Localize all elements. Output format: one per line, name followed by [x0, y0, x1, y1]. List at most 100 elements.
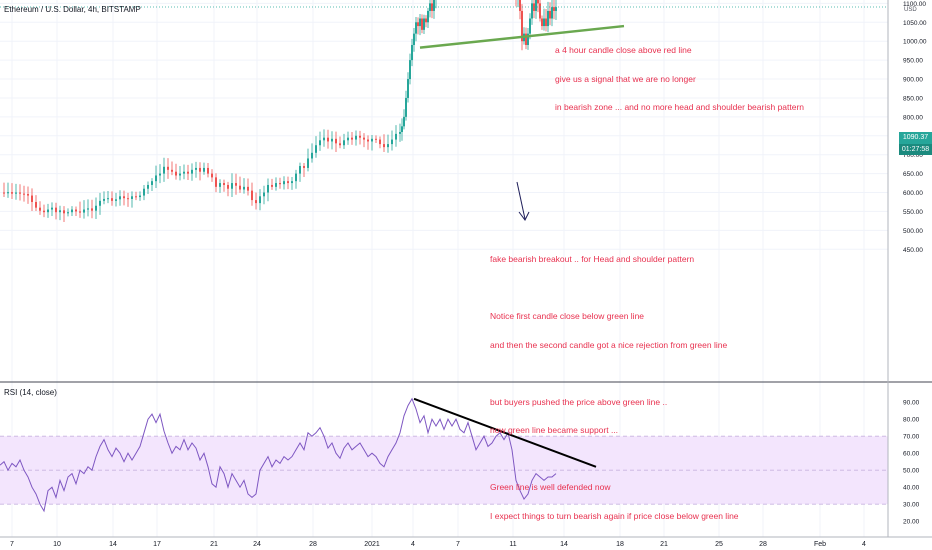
candle-body	[541, 18, 543, 27]
candle-body	[175, 171, 177, 176]
candle-body	[405, 97, 407, 117]
x-tick-label: 11	[509, 541, 516, 548]
rsi-y-tick-label: 90.00	[903, 400, 920, 407]
candle-body	[139, 195, 141, 198]
candle-body	[551, 7, 553, 19]
candle-body	[27, 194, 29, 196]
candle-body	[391, 139, 393, 145]
rsi-title: RSI (14, close)	[4, 388, 57, 397]
candle-body	[207, 167, 209, 174]
candle-body	[159, 173, 161, 176]
x-tick-label: 17	[153, 541, 161, 548]
candle-body	[529, 18, 531, 34]
candle-body	[421, 18, 423, 30]
candle-body	[215, 177, 217, 187]
candle-body	[123, 196, 125, 199]
x-tick-label: 7	[456, 541, 460, 548]
y-tick-label: 950.00	[903, 58, 923, 65]
green-support-line	[419, 24, 625, 49]
candle-body	[135, 196, 137, 198]
candle-body	[223, 183, 225, 185]
rsi-y-tick-label: 70.00	[903, 434, 920, 441]
annotation-line: fake bearish breakout .. for Head and sh…	[490, 254, 695, 264]
candle-body	[547, 10, 549, 27]
candle-body	[187, 171, 189, 174]
x-tick-label: 28	[309, 541, 317, 548]
candle-body	[239, 185, 241, 190]
candle-body	[367, 139, 369, 142]
candle-body	[51, 207, 53, 210]
candle-body	[83, 209, 85, 213]
candle-body	[311, 152, 313, 159]
y-tick-label: 600.00	[903, 190, 923, 197]
candle-body	[403, 116, 405, 127]
candle-body	[319, 140, 321, 146]
y-tick-label: 1100.00	[903, 1, 926, 8]
candle-body	[351, 137, 353, 140]
candle-body	[127, 198, 129, 200]
y-tick-label: 1050.00	[903, 20, 927, 27]
candle-body	[47, 209, 49, 213]
x-tick-label: 7	[10, 541, 14, 548]
x-tick-label: 24	[253, 541, 261, 548]
x-tick-label: 28	[759, 541, 767, 548]
y-tick-label: 550.00	[903, 209, 923, 216]
candle-body	[35, 201, 37, 208]
candle-body	[413, 33, 415, 45]
candle-body	[243, 186, 245, 190]
candle-body	[295, 173, 297, 182]
candle-body	[299, 166, 301, 174]
x-tick-label: 21	[660, 541, 668, 548]
candle-body	[131, 196, 133, 199]
rsi-series-line	[0, 397, 557, 513]
candle-body	[39, 207, 41, 211]
annotation-line: Green line is well defended now	[490, 482, 611, 492]
candle-body	[399, 131, 401, 134]
drawings-layer	[413, 24, 625, 468]
candle-body	[343, 140, 345, 146]
candle-body	[383, 144, 385, 148]
candle-body	[407, 79, 409, 98]
rsi-y-tick-label: 50.00	[903, 468, 920, 475]
candle-body	[87, 208, 89, 210]
candle-body	[179, 173, 181, 176]
candle-body	[151, 181, 153, 185]
candle-body	[409, 60, 411, 80]
candle-body	[7, 192, 9, 194]
rsi-band	[0, 435, 888, 505]
rsi-y-tick-label: 40.00	[903, 485, 920, 492]
candle-body	[363, 137, 365, 140]
candle-body	[255, 200, 257, 204]
candle-body	[219, 183, 221, 187]
candle-body	[283, 181, 285, 185]
candle-body	[287, 181, 289, 184]
candle-body	[11, 192, 13, 194]
x-tick-label: 25	[715, 541, 723, 548]
symbol-title: Ethereum / U.S. Dollar, 4h, BITSTAMP	[4, 5, 141, 14]
candle-body	[527, 33, 529, 45]
x-tick-label: 4	[862, 541, 866, 548]
candle-body	[99, 200, 101, 206]
rsi-y-tick-label: 30.00	[903, 502, 920, 509]
candle-body	[111, 198, 113, 201]
candle-body	[195, 167, 197, 170]
candle-body	[259, 196, 261, 204]
annotation-line	[490, 369, 739, 379]
arrow-shaft	[516, 181, 526, 220]
candle-body	[119, 196, 121, 200]
candle-body	[155, 175, 157, 182]
candle-body	[203, 167, 205, 172]
candle-body	[555, 7, 557, 11]
candle-body	[347, 137, 349, 141]
candle-body	[3, 192, 5, 194]
candle-body	[79, 211, 81, 213]
candle-body	[549, 10, 551, 19]
rsi-y-tick-label: 60.00	[903, 451, 920, 458]
candle-body	[339, 143, 341, 146]
candle-body	[323, 137, 325, 141]
candle-body	[411, 44, 413, 61]
candle-body	[271, 184, 273, 187]
candle-body	[545, 18, 547, 27]
candle-body	[423, 18, 425, 30]
